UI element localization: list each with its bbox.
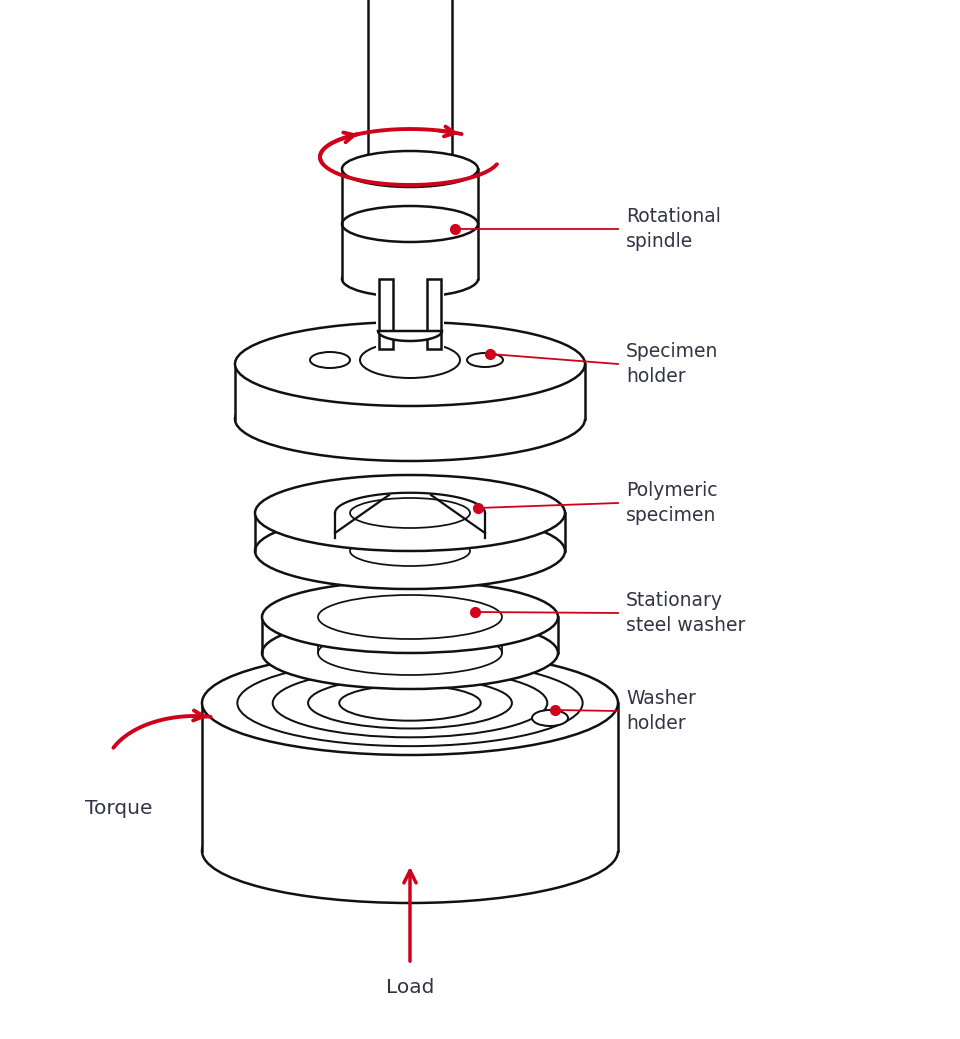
Text: Specimen
holder: Specimen holder <box>626 343 718 385</box>
Ellipse shape <box>255 513 565 589</box>
Polygon shape <box>235 364 585 419</box>
Ellipse shape <box>532 710 568 726</box>
Ellipse shape <box>342 151 478 187</box>
Text: Torque: Torque <box>85 799 153 819</box>
Text: Washer
holder: Washer holder <box>626 689 696 732</box>
Ellipse shape <box>262 581 558 652</box>
Text: Load: Load <box>386 978 434 997</box>
Ellipse shape <box>342 261 478 297</box>
Bar <box>427 279 441 349</box>
Polygon shape <box>342 169 478 279</box>
Ellipse shape <box>318 631 502 675</box>
Ellipse shape <box>235 322 585 406</box>
Polygon shape <box>202 703 618 851</box>
Ellipse shape <box>202 651 618 755</box>
Bar <box>376 279 444 364</box>
Ellipse shape <box>255 475 565 551</box>
Bar <box>368 0 452 169</box>
Text: Rotational
spindle: Rotational spindle <box>626 208 721 250</box>
Ellipse shape <box>350 536 470 566</box>
Ellipse shape <box>202 799 618 903</box>
Text: Stationary
steel washer: Stationary steel washer <box>626 591 745 635</box>
Ellipse shape <box>235 377 585 461</box>
Text: Polymeric
specimen: Polymeric specimen <box>626 481 717 525</box>
Polygon shape <box>378 331 442 341</box>
Ellipse shape <box>350 498 470 528</box>
Bar <box>379 279 393 349</box>
Ellipse shape <box>262 617 558 689</box>
Ellipse shape <box>318 595 502 639</box>
